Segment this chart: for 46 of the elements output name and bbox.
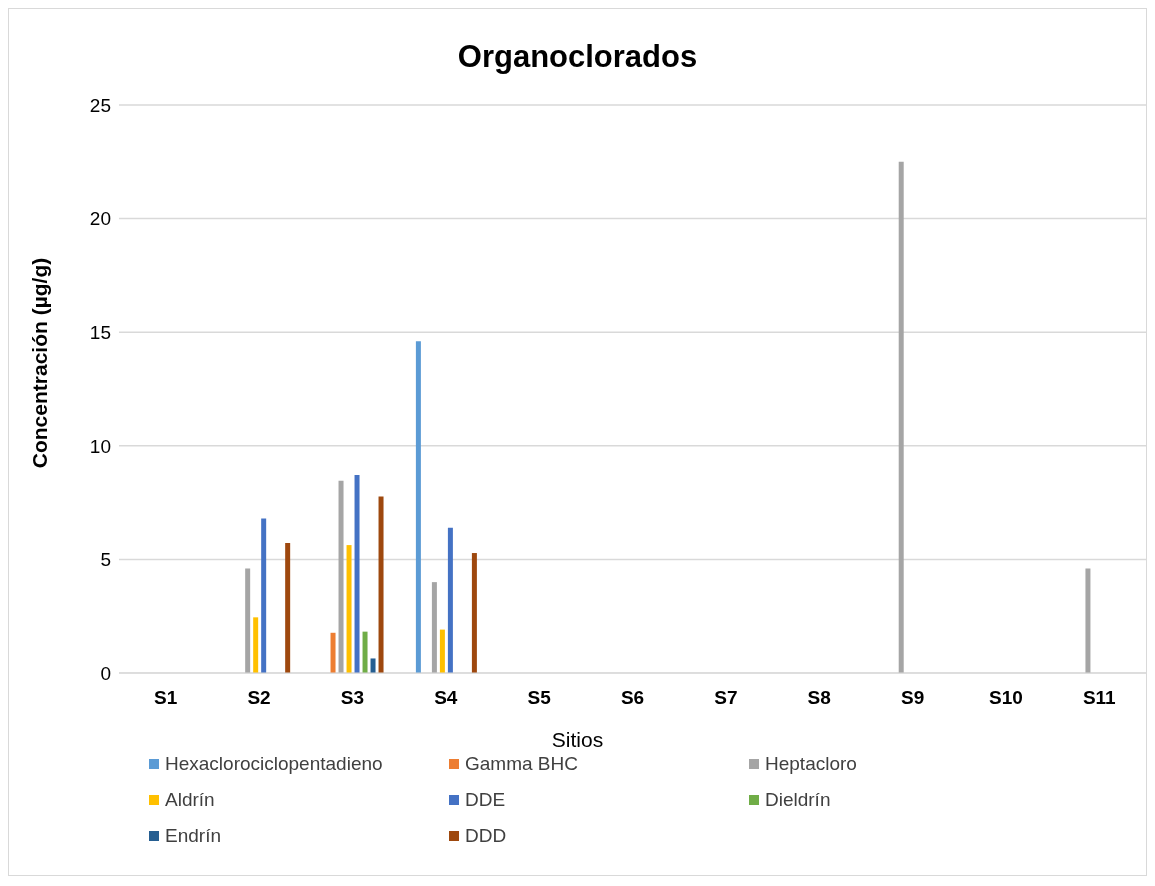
bar [346, 545, 352, 673]
y-tick-label: 15 [89, 321, 111, 343]
x-tick-label: S10 [989, 687, 1023, 709]
x-tick-label: S4 [434, 687, 458, 709]
legend-label: DDD [465, 825, 507, 847]
bar [447, 527, 453, 673]
legend-label: Hexaclorociclopentadieno [165, 753, 383, 775]
y-tick-label: 25 [89, 94, 111, 116]
bar [362, 631, 368, 673]
bar [253, 617, 259, 673]
bar [285, 543, 291, 673]
y-tick-label: 10 [89, 435, 111, 457]
x-tick-label: S7 [714, 687, 738, 709]
bar [261, 518, 267, 673]
x-tick-label: S6 [620, 687, 645, 709]
x-tick-label: S5 [527, 687, 552, 709]
legend-label: Endrín [165, 825, 221, 847]
x-tick-label: S8 [807, 687, 831, 709]
bar [370, 658, 376, 673]
legend-label: Heptacloro [765, 753, 857, 775]
x-tick-label: S9 [900, 687, 925, 709]
bar [439, 629, 445, 673]
legend-label: Gamma BHC [465, 753, 578, 775]
bar [415, 341, 421, 673]
bar [378, 496, 384, 673]
chart-title: Organoclorados [456, 39, 699, 76]
y-axis-title: Concentración (µg/g) [28, 257, 52, 469]
bar [330, 632, 336, 673]
x-tick-label: S3 [340, 687, 365, 709]
bar [338, 480, 344, 673]
legend-label: DDE [465, 789, 506, 811]
x-tick-label: S11 [1082, 687, 1117, 709]
legend-label: Dieldrín [765, 789, 831, 811]
y-tick-label: 0 [100, 662, 111, 684]
bar [431, 582, 437, 673]
legend-label: Aldrín [165, 789, 215, 811]
x-tick-label: S1 [154, 687, 178, 709]
bar [1085, 568, 1091, 673]
bar [898, 161, 904, 673]
y-tick-label: 20 [89, 208, 111, 230]
x-axis-title: Sitios [550, 728, 605, 752]
bar [471, 553, 477, 673]
x-tick-label: S2 [247, 687, 271, 709]
y-tick-label: 5 [100, 549, 111, 571]
bar [354, 475, 360, 673]
bar [245, 568, 251, 673]
